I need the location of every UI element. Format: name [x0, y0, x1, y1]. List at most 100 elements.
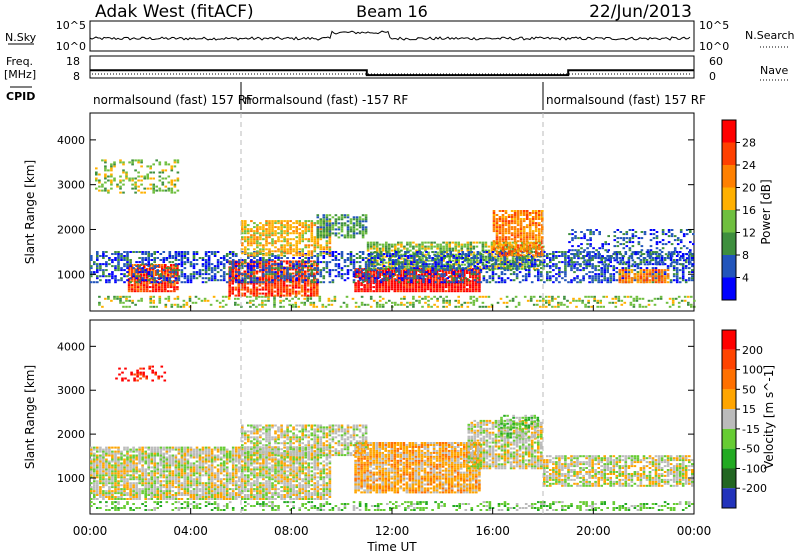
range-cell: [491, 259, 495, 261]
range-cell: [438, 270, 442, 272]
range-cell: [114, 277, 117, 280]
range-cell: [422, 255, 425, 257]
range-cell: [381, 270, 384, 272]
range-cell: [546, 275, 549, 278]
range-cell: [150, 271, 153, 274]
range-cell: [478, 276, 481, 279]
range-cell: [434, 271, 437, 274]
range-cell: [107, 175, 110, 178]
range-cell: [354, 286, 357, 289]
range-cell: [401, 279, 404, 282]
range-cell: [558, 267, 561, 270]
range-cell: [334, 218, 338, 221]
range-cell: [279, 301, 282, 304]
range-cell: [385, 245, 388, 248]
range-cell: [256, 250, 259, 253]
range-cell: [207, 251, 211, 253]
range-cell: [372, 286, 375, 289]
range-cell: [407, 271, 410, 274]
range-cell: [541, 232, 544, 235]
range-cell: [672, 275, 676, 278]
range-cell: [276, 276, 280, 279]
range-cell: [111, 277, 114, 280]
range-cell: [441, 272, 445, 274]
range-cell: [228, 280, 231, 283]
range-cell: [331, 232, 335, 235]
range-cell: [101, 159, 104, 162]
range-cell: [276, 288, 280, 291]
range-cell: [253, 232, 256, 235]
range-cell: [158, 299, 162, 302]
range-cell: [268, 234, 271, 237]
range-cell: [576, 261, 579, 264]
range-cell: [412, 245, 415, 248]
range-cell: [418, 301, 421, 304]
range-cell: [423, 274, 427, 276]
range-cell: [408, 278, 412, 281]
range-cell: [274, 277, 277, 280]
range-cell: [349, 220, 353, 223]
range-cell: [216, 271, 220, 274]
range-cell: [397, 259, 400, 262]
range-cell: [273, 282, 277, 285]
range-cell: [541, 228, 544, 231]
range-cell: [164, 303, 168, 306]
range-cell: [440, 273, 443, 276]
range-cell: [255, 272, 259, 275]
range-cell: [101, 185, 104, 188]
range-cell: [498, 236, 502, 239]
range-cell: [370, 275, 374, 278]
range-cell: [395, 269, 398, 272]
range-cell: [461, 279, 465, 282]
range-cell: [274, 220, 277, 223]
range-cell: [289, 281, 292, 284]
range-cell: [516, 224, 520, 227]
range-cell: [361, 236, 365, 239]
range-cell: [421, 241, 424, 244]
range-cell: [253, 222, 256, 225]
range-cell: [274, 242, 277, 245]
range-cell: [328, 236, 332, 239]
range-cell: [527, 271, 531, 274]
range-cell: [148, 278, 152, 281]
range-cell: [410, 263, 413, 266]
range-cell: [597, 255, 600, 257]
range-cell: [591, 275, 594, 278]
range-cell: [681, 275, 685, 278]
range-cell: [310, 279, 314, 282]
range-cell: [495, 214, 499, 216]
range-cell: [301, 281, 304, 284]
range-cell: [105, 281, 108, 284]
range-cell: [352, 279, 356, 282]
range-cell: [472, 288, 475, 291]
range-cell: [252, 262, 256, 265]
range-cell: [244, 277, 247, 280]
range-cell: [663, 279, 667, 282]
range-cell: [606, 265, 609, 268]
range-cell: [506, 265, 510, 268]
range-cell: [498, 244, 502, 247]
range-cell: [360, 282, 363, 285]
range-cell: [564, 251, 567, 253]
range-cell: [555, 267, 558, 270]
range-cell: [453, 272, 457, 274]
range-cell: [390, 280, 394, 283]
range-cell: [152, 295, 155, 298]
range-cell: [273, 264, 277, 267]
range-cell: [286, 267, 289, 270]
range-cell: [334, 232, 338, 235]
range-cell: [316, 226, 320, 229]
range-cell: [455, 281, 458, 284]
range-cell: [161, 280, 164, 283]
range-cell: [567, 261, 570, 264]
range-cell: [534, 210, 538, 212]
range-cell: [453, 284, 457, 287]
range-cell: [316, 222, 320, 225]
range-cell: [253, 275, 256, 278]
range-cell: [450, 272, 454, 274]
range-cell: [174, 269, 178, 272]
range-cell: [602, 295, 605, 298]
range-cell: [331, 259, 335, 261]
range-cell: [325, 253, 329, 255]
range-cell: [120, 267, 123, 270]
